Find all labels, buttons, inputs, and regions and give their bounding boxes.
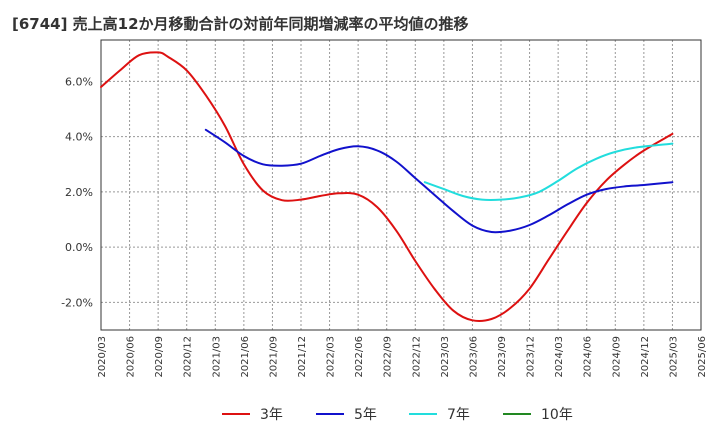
- x-tick-label: 2021/09: [268, 336, 279, 378]
- x-tick-label: 2024/09: [611, 336, 622, 378]
- legend-label: 5年: [354, 407, 377, 423]
- legend-item-1: 3年: [222, 402, 283, 426]
- legend-label: 7年: [447, 407, 470, 423]
- legend-label: 10年: [541, 407, 573, 423]
- legend-item-3: 7年: [409, 402, 470, 426]
- x-tick-label: 2021/12: [297, 336, 308, 378]
- y-tick-label: 2.0%: [65, 186, 93, 199]
- legend-item-2: 5年: [316, 402, 377, 426]
- x-tick-label: 2024/03: [554, 336, 565, 378]
- legend-swatch: [316, 413, 344, 415]
- x-tick-label: 2023/06: [468, 336, 479, 378]
- x-tick-label: 2020/12: [183, 336, 194, 378]
- legend-swatch: [409, 413, 437, 415]
- legend-item-4: 10年: [503, 402, 573, 426]
- y-tick-label: 6.0%: [65, 75, 93, 88]
- legend-label: 3年: [260, 407, 283, 423]
- chart-legend: 3年 5年 7年 10年: [0, 402, 720, 426]
- y-tick-label: 0.0%: [65, 241, 93, 254]
- series-line-2: [204, 128, 674, 234]
- x-tick-label: 2022/06: [354, 336, 365, 378]
- x-tick-label: 2022/12: [411, 336, 422, 378]
- series-line-3: [423, 142, 674, 201]
- x-tick-label: 2020/09: [154, 336, 165, 378]
- x-tick-label: 2022/09: [383, 336, 394, 378]
- x-tick-label: 2023/12: [526, 336, 537, 378]
- x-tick-label: 2020/03: [97, 336, 108, 378]
- x-tick-label: 2025/03: [668, 336, 679, 378]
- x-tick-label: 2023/09: [497, 336, 508, 378]
- x-tick-label: 2025/06: [697, 336, 708, 378]
- plot-frame: [100, 39, 702, 331]
- x-tick-label: 2024/06: [583, 336, 594, 378]
- x-tick-label: 2023/03: [440, 336, 451, 378]
- x-tick-label: 2021/06: [240, 336, 251, 378]
- y-tick-label: 4.0%: [65, 131, 93, 144]
- chart-title: [6744] 売上高12か月移動合計の対前年同期増減率の平均値の推移: [12, 15, 469, 33]
- legend-swatch: [503, 413, 531, 415]
- legend-swatch: [222, 413, 250, 415]
- y-tick-label: -2.0%: [61, 296, 93, 309]
- x-tick-label: 2024/12: [640, 336, 651, 378]
- x-tick-label: 2022/03: [326, 336, 337, 378]
- x-tick-label: 2021/03: [211, 336, 222, 378]
- x-tick-label: 2020/06: [126, 336, 137, 378]
- line-chart: -2.0% 0.0% 2.0% 4.0% 6.0% 2020/03 2020/06 2020/…: [61, 39, 708, 378]
- series-line-1: [100, 51, 674, 323]
